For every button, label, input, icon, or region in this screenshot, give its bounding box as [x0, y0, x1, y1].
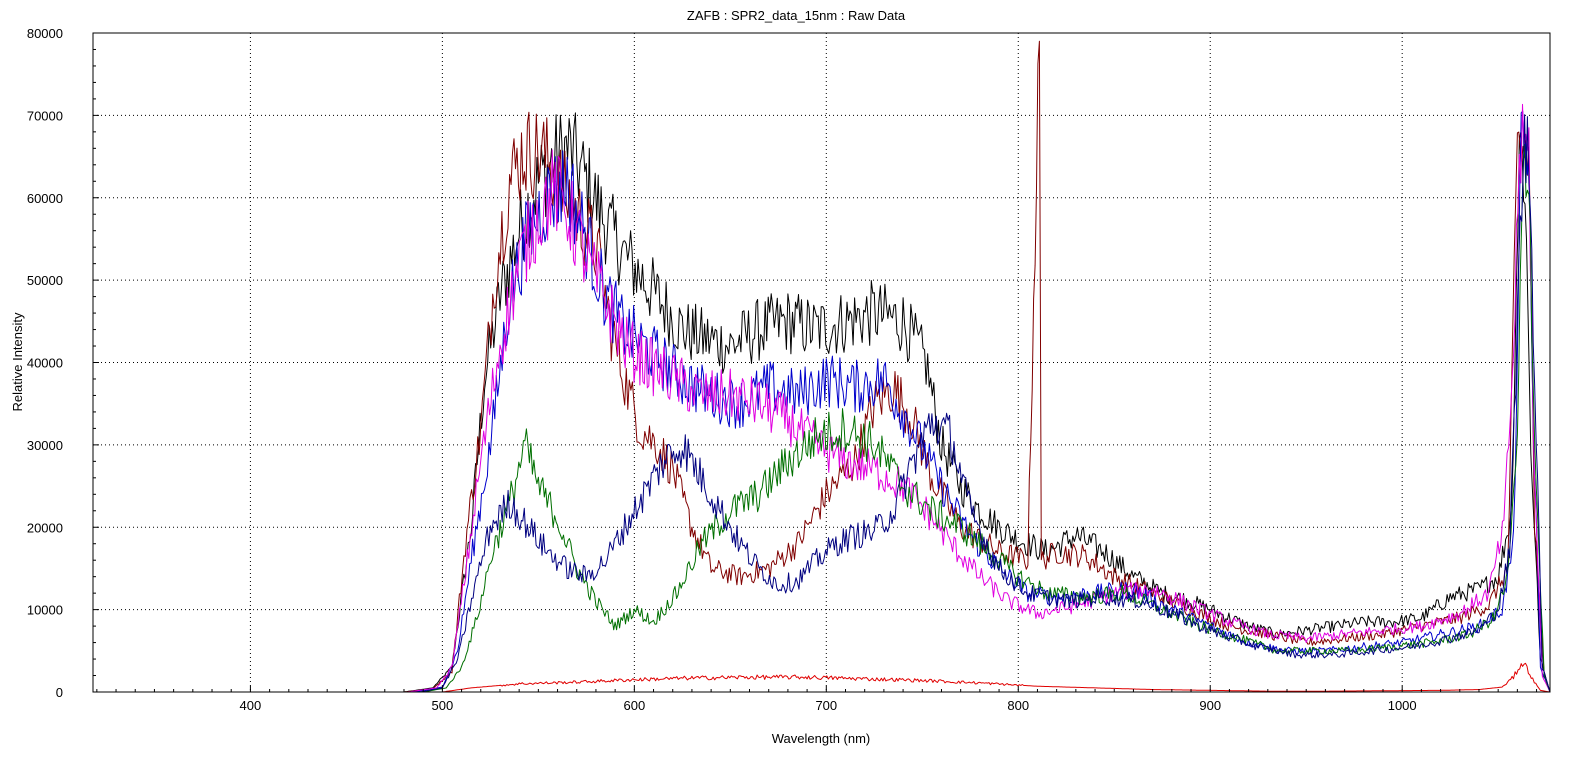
y-tick-label: 10000: [27, 603, 63, 618]
chart-title: ZAFB : SPR2_data_15nm : Raw Data: [687, 8, 906, 23]
y-tick-label: 0: [56, 685, 63, 700]
y-tick-label: 80000: [27, 26, 63, 41]
series-line-2: [93, 40, 1551, 693]
y-tick-labels: 0 10000 20000 30000 40000 50000 60000 70000 8000…: [27, 26, 63, 700]
series-line-6: [93, 114, 1551, 693]
y-tick-label: 60000: [27, 191, 63, 206]
y-tick-label: 70000: [27, 108, 63, 123]
axis-ticks: [93, 32, 1538, 693]
x-tick-label: 500: [432, 698, 454, 713]
x-tick-label: 1000: [1388, 698, 1417, 713]
x-tick-labels: 400 500 600 700 800 900 1000: [240, 698, 1417, 713]
x-tick-label: 600: [623, 698, 645, 713]
x-tick-label: 900: [1199, 698, 1221, 713]
y-tick-label: 30000: [27, 438, 63, 453]
grid-lines: [93, 33, 1550, 692]
y-tick-label: 50000: [27, 273, 63, 288]
series-line-7: [93, 662, 1551, 693]
series-lines: [93, 40, 1551, 693]
series-line-1: [93, 112, 1551, 693]
x-tick-label: 800: [1007, 698, 1029, 713]
series-line-4: [93, 103, 1551, 693]
x-axis-label: Wavelength (nm): [772, 731, 871, 746]
y-axis-label: Relative Intensity: [10, 312, 25, 411]
x-tick-label: 400: [240, 698, 262, 713]
y-tick-label: 40000: [27, 356, 63, 371]
x-tick-label: 700: [815, 698, 837, 713]
y-tick-label: 20000: [27, 520, 63, 535]
